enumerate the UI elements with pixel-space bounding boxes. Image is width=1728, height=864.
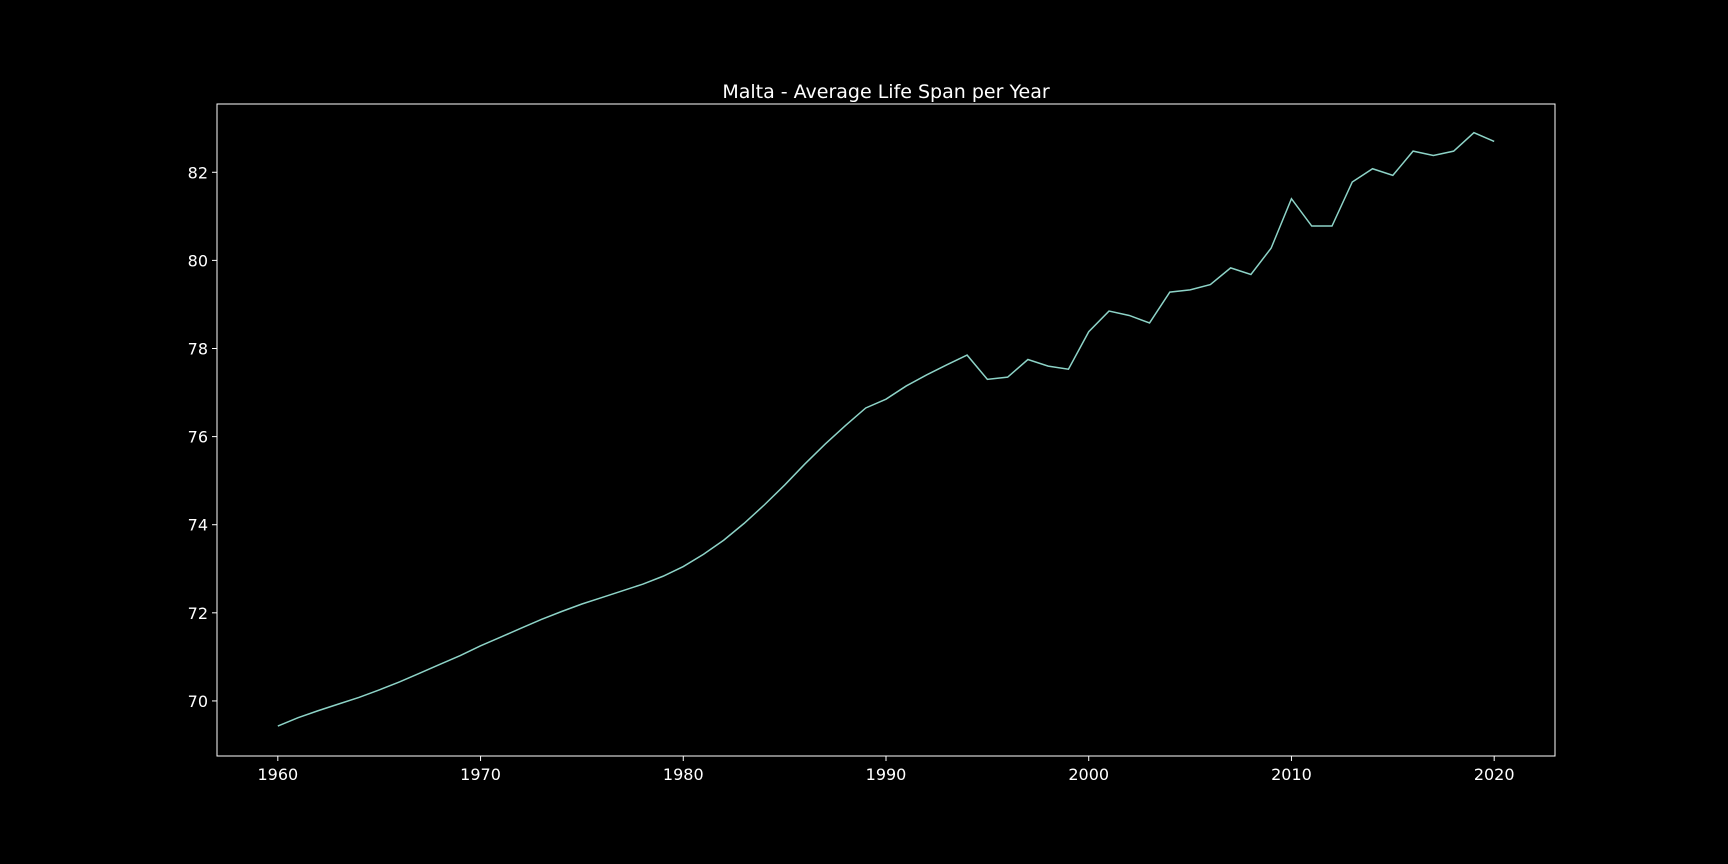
y-tick-label: 80 [188,251,208,270]
data-line [277,131,1495,727]
y-tick-label: 78 [188,340,208,359]
y-tick-label: 76 [188,428,208,447]
y-tick-label: 82 [188,163,208,182]
x-tick-label: 1970 [460,765,501,784]
y-tick-label: 70 [188,692,208,711]
x-tick-label: 2020 [1474,765,1515,784]
x-tick-label: 1980 [663,765,704,784]
x-tick-label: 1960 [257,765,298,784]
x-tick-label: 2000 [1068,765,1109,784]
chart-title: Malta - Average Life Span per Year [722,81,1050,103]
y-tick-label: 72 [188,604,208,623]
x-tick-label: 1990 [866,765,907,784]
x-tick-label: 2010 [1271,765,1312,784]
plot-frame [216,103,1556,757]
y-tick-label: 74 [188,516,208,535]
